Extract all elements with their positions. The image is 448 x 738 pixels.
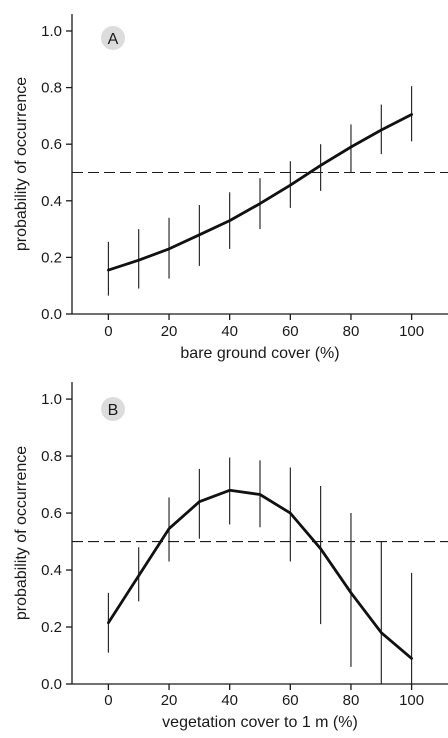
y-tick-label: 0.6 [41, 136, 62, 153]
y-tick-label: 1.0 [41, 23, 62, 40]
y-tick-label: 0.4 [41, 193, 62, 210]
panel-a: 0.0 0.2 0.4 0.6 0.8 1.0 0 20 40 60 80 100 bare groun… [13, 14, 448, 362]
x-tick-label: 20 [161, 323, 178, 340]
x-tick-label: 60 [282, 323, 299, 340]
x-tick-label: 0 [104, 692, 112, 709]
y-tick-label: 0.4 [41, 562, 62, 579]
x-tick-label: 0 [104, 323, 112, 340]
x-tick-label: 20 [161, 692, 178, 709]
x-tick-label: 100 [399, 323, 424, 340]
x-tick-label: 80 [343, 692, 360, 709]
x-axis-title: vegetation cover to 1 m (%) [162, 714, 358, 731]
y-tick-label: 0.2 [41, 619, 62, 636]
series-line [107, 113, 414, 272]
y-tick-label: 0.6 [41, 505, 62, 522]
panel-letter: A [108, 31, 119, 48]
x-tick-label: 40 [221, 323, 238, 340]
panel-b: 0.0 0.2 0.4 0.6 0.8 1.0 0 20 40 60 80 100 vegetation… [13, 382, 448, 731]
y-tick-label: 0.0 [41, 306, 62, 323]
x-axis-title: bare ground cover (%) [180, 345, 339, 362]
x-tick-label: 100 [399, 692, 424, 709]
panel-letter-badge [101, 397, 125, 421]
y-tick-label: 0.0 [41, 676, 62, 693]
y-tick-label: 0.2 [41, 249, 62, 266]
panel-letter-badge [101, 26, 125, 50]
y-axis-title: probability of occurrence [13, 77, 30, 251]
x-tick-label: 60 [282, 692, 299, 709]
y-tick-label: 1.0 [41, 391, 62, 408]
y-axis-title: probability of occurrence [13, 446, 30, 620]
panel-letter: B [108, 402, 119, 419]
y-tick-label: 0.8 [41, 448, 62, 465]
series-line [107, 488, 414, 660]
y-tick-label: 0.8 [41, 80, 62, 97]
x-tick-label: 80 [343, 323, 360, 340]
x-tick-label: 40 [221, 692, 238, 709]
